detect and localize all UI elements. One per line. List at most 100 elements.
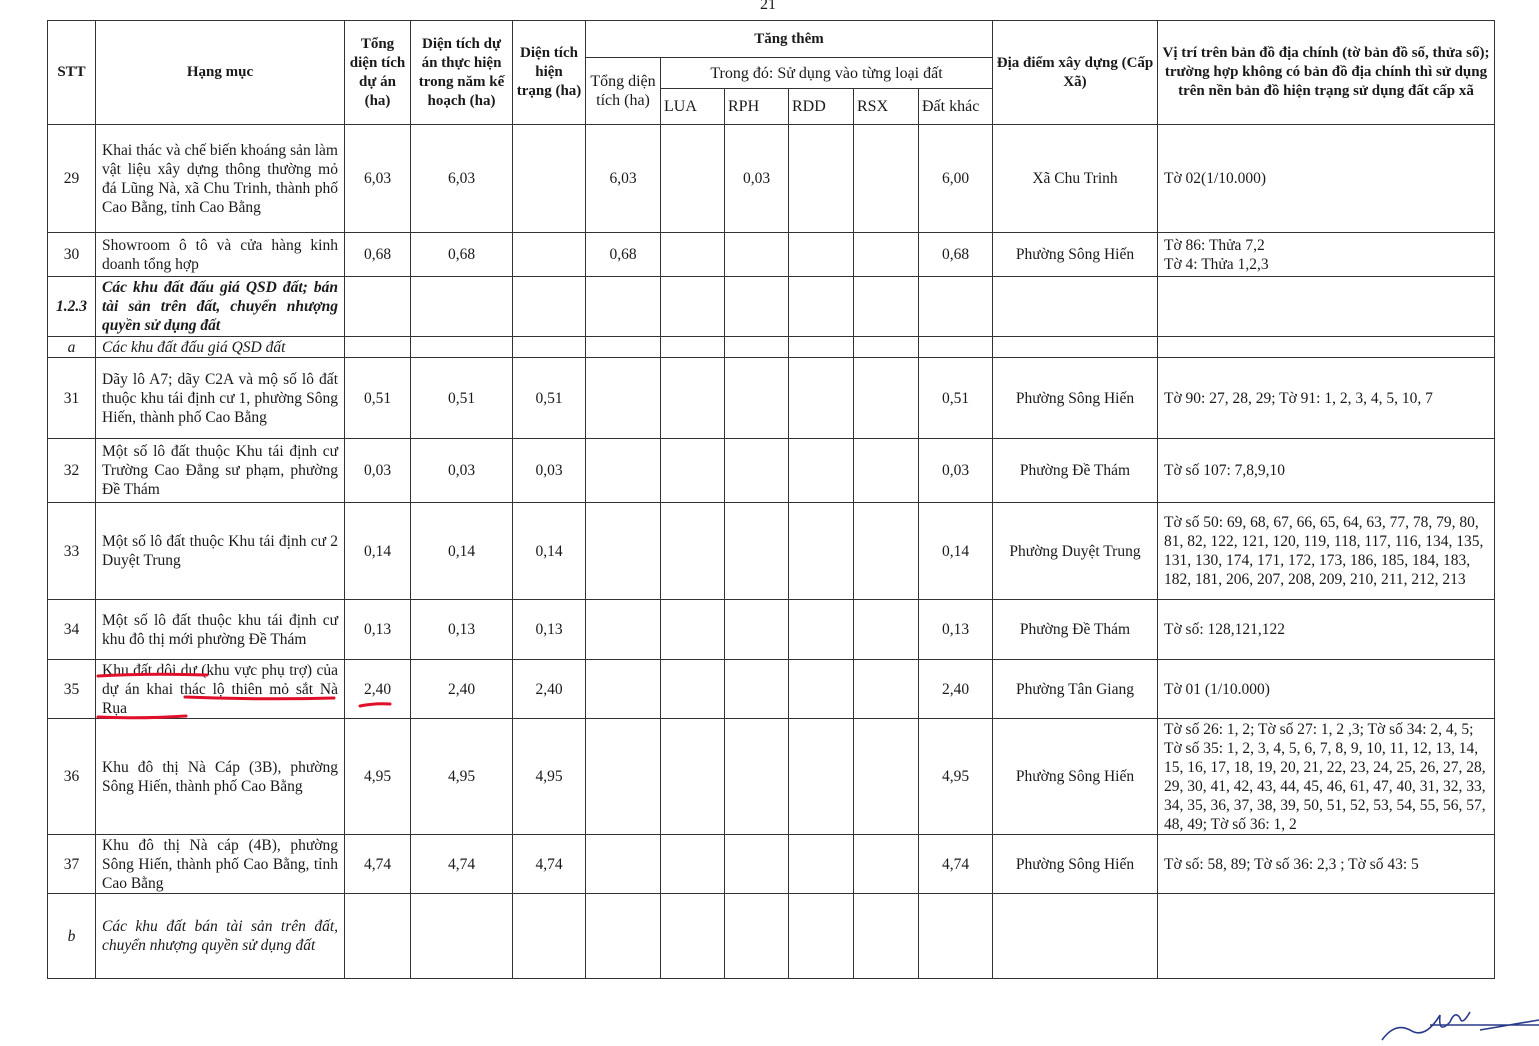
cell-vi-tri bbox=[1157, 336, 1495, 358]
cell-rdd bbox=[788, 502, 854, 600]
table-row: 35 Khu đất dôi dư (khu vực phụ trợ) của d… bbox=[47, 659, 1495, 719]
cell-vi-tri: Tờ số: 128,121,122 bbox=[1157, 599, 1495, 660]
cell-khac: 2,40 bbox=[918, 659, 993, 719]
cell-rph bbox=[724, 659, 789, 719]
cell-lua bbox=[660, 357, 725, 439]
cell-rph bbox=[724, 893, 789, 979]
cell-khac: 4,74 bbox=[918, 834, 993, 894]
table-row: 30 Showroom ô tô và cửa hàng kinh doanh t… bbox=[47, 232, 1495, 277]
cell-rdd bbox=[788, 718, 854, 835]
cell-tang bbox=[585, 276, 661, 337]
cell-vi-tri: Tờ 02(1/10.000) bbox=[1157, 124, 1495, 233]
cell-vi-tri: Tờ số 26: 1, 2; Tờ số 27: 1, 2 ,3; Tờ số… bbox=[1157, 718, 1495, 835]
cell-dia-diem bbox=[992, 336, 1158, 358]
header-rdd: RDD bbox=[788, 88, 854, 125]
table-row: 29 Khai thác và chế biến khoáng sản làm v… bbox=[47, 124, 1495, 233]
cell-hang-muc: Khu đô thị Nà cáp (4B), phường Sông Hiến… bbox=[95, 834, 345, 894]
cell-rdd bbox=[788, 336, 854, 358]
cell-dia-diem: Phường Sông Hiến bbox=[992, 834, 1158, 894]
header-tong-dien-tich: Tổng diện tích dự án (ha) bbox=[344, 20, 411, 125]
cell-rph bbox=[724, 438, 789, 503]
cell-lua bbox=[660, 599, 725, 660]
header-lua: LUA bbox=[660, 88, 725, 125]
cell-hien-trang: 0,03 bbox=[512, 438, 586, 503]
cell-vi-tri: Tờ số 107: 7,8,9,10 bbox=[1157, 438, 1495, 503]
cell-rsx bbox=[853, 502, 919, 600]
cell-vi-tri bbox=[1157, 893, 1495, 979]
cell-hang-muc: Các khu đất đấu giá QSD đất bbox=[95, 336, 345, 358]
cell-tang: 6,03 bbox=[585, 124, 661, 233]
header-vi-tri: Vị trí trên bản đồ địa chính (tờ bản đồ … bbox=[1157, 20, 1495, 125]
cell-tong: 0,14 bbox=[344, 502, 411, 600]
cell-thuc-hien: 0,13 bbox=[410, 599, 513, 660]
cell-rdd bbox=[788, 438, 854, 503]
cell-tang: 0,68 bbox=[585, 232, 661, 277]
cell-vi-tri: Tờ số: 58, 89; Tờ số 36: 2,3 ; Tờ số 43:… bbox=[1157, 834, 1495, 894]
cell-rsx bbox=[853, 438, 919, 503]
cell-rdd bbox=[788, 659, 854, 719]
header-stt: STT bbox=[47, 20, 96, 125]
cell-rph bbox=[724, 357, 789, 439]
cell-stt: 37 bbox=[47, 834, 96, 894]
cell-tang bbox=[585, 357, 661, 439]
table-row: a Các khu đất đấu giá QSD đất bbox=[47, 336, 1495, 358]
signature-mark bbox=[1381, 1011, 1539, 1041]
header-dia-diem: Địa điểm xây dựng (Cấp Xã) bbox=[992, 20, 1158, 125]
cell-tang bbox=[585, 893, 661, 979]
cell-khac: 0,14 bbox=[918, 502, 993, 600]
cell-tong: 6,03 bbox=[344, 124, 411, 233]
cell-tong: 0,68 bbox=[344, 232, 411, 277]
table-row: 34 Một số lô đất thuộc khu tái định cư kh… bbox=[47, 599, 1495, 660]
cell-lua bbox=[660, 232, 725, 277]
cell-rdd bbox=[788, 124, 854, 233]
cell-tang bbox=[585, 336, 661, 358]
cell-rdd bbox=[788, 893, 854, 979]
cell-tang bbox=[585, 599, 661, 660]
cell-rdd bbox=[788, 276, 854, 337]
header-hang-muc: Hạng mục bbox=[95, 20, 345, 125]
cell-rsx bbox=[853, 336, 919, 358]
cell-khac bbox=[918, 893, 993, 979]
table-row: 32 Một số lô đất thuộc Khu tái định cư Tr… bbox=[47, 438, 1495, 503]
cell-stt: 1.2.3 bbox=[47, 276, 96, 337]
cell-tong bbox=[344, 276, 411, 337]
cell-dia-diem: Phường Tân Giang bbox=[992, 659, 1158, 719]
cell-lua bbox=[660, 124, 725, 233]
header-tong-dien-tich-tang: Tổng diện tích (ha) bbox=[585, 57, 661, 125]
cell-dia-diem: Phường Sông Hiến bbox=[992, 357, 1158, 439]
cell-thuc-hien bbox=[410, 893, 513, 979]
cell-dia-diem: Phường Duyệt Trung bbox=[992, 502, 1158, 600]
cell-thuc-hien: 6,03 bbox=[410, 124, 513, 233]
cell-khac: 0,13 bbox=[918, 599, 993, 660]
cell-tong: 4,74 bbox=[344, 834, 411, 894]
cell-lua bbox=[660, 659, 725, 719]
cell-vi-tri: Tờ 86: Thửa 7,2 Tờ 4: Thửa 1,2,3 bbox=[1157, 232, 1495, 277]
cell-hien-trang: 2,40 bbox=[512, 659, 586, 719]
cell-khac: 0,51 bbox=[918, 357, 993, 439]
header-rph: RPH bbox=[724, 88, 789, 125]
cell-rph bbox=[724, 276, 789, 337]
cell-rsx bbox=[853, 599, 919, 660]
cell-tong bbox=[344, 893, 411, 979]
cell-hien-trang bbox=[512, 893, 586, 979]
cell-hang-muc: Một số lô đất thuộc Khu tái định cư 2 Du… bbox=[95, 502, 345, 600]
cell-lua bbox=[660, 718, 725, 835]
cell-hien-trang bbox=[512, 336, 586, 358]
cell-stt: 32 bbox=[47, 438, 96, 503]
cell-lua bbox=[660, 893, 725, 979]
cell-hang-muc: Khai thác và chế biến khoáng sản làm vật… bbox=[95, 124, 345, 233]
cell-thuc-hien: 0,14 bbox=[410, 502, 513, 600]
cell-hang-muc: Showroom ô tô và cửa hàng kinh doanh tổn… bbox=[95, 232, 345, 277]
cell-vi-tri: Tờ 01 (1/10.000) bbox=[1157, 659, 1495, 719]
cell-thuc-hien: 0,03 bbox=[410, 438, 513, 503]
page-number: 21 bbox=[760, 0, 776, 13]
cell-stt: 36 bbox=[47, 718, 96, 835]
cell-rdd bbox=[788, 357, 854, 439]
cell-rsx bbox=[853, 834, 919, 894]
cell-tang bbox=[585, 834, 661, 894]
cell-thuc-hien: 2,40 bbox=[410, 659, 513, 719]
cell-rsx bbox=[853, 357, 919, 439]
cell-stt: 29 bbox=[47, 124, 96, 233]
cell-hang-muc: Một số lô đất thuộc khu tái định cư khu … bbox=[95, 599, 345, 660]
header-dien-tich-thuc-hien: Diện tích dự án thực hiện trong năm kế h… bbox=[410, 20, 513, 125]
